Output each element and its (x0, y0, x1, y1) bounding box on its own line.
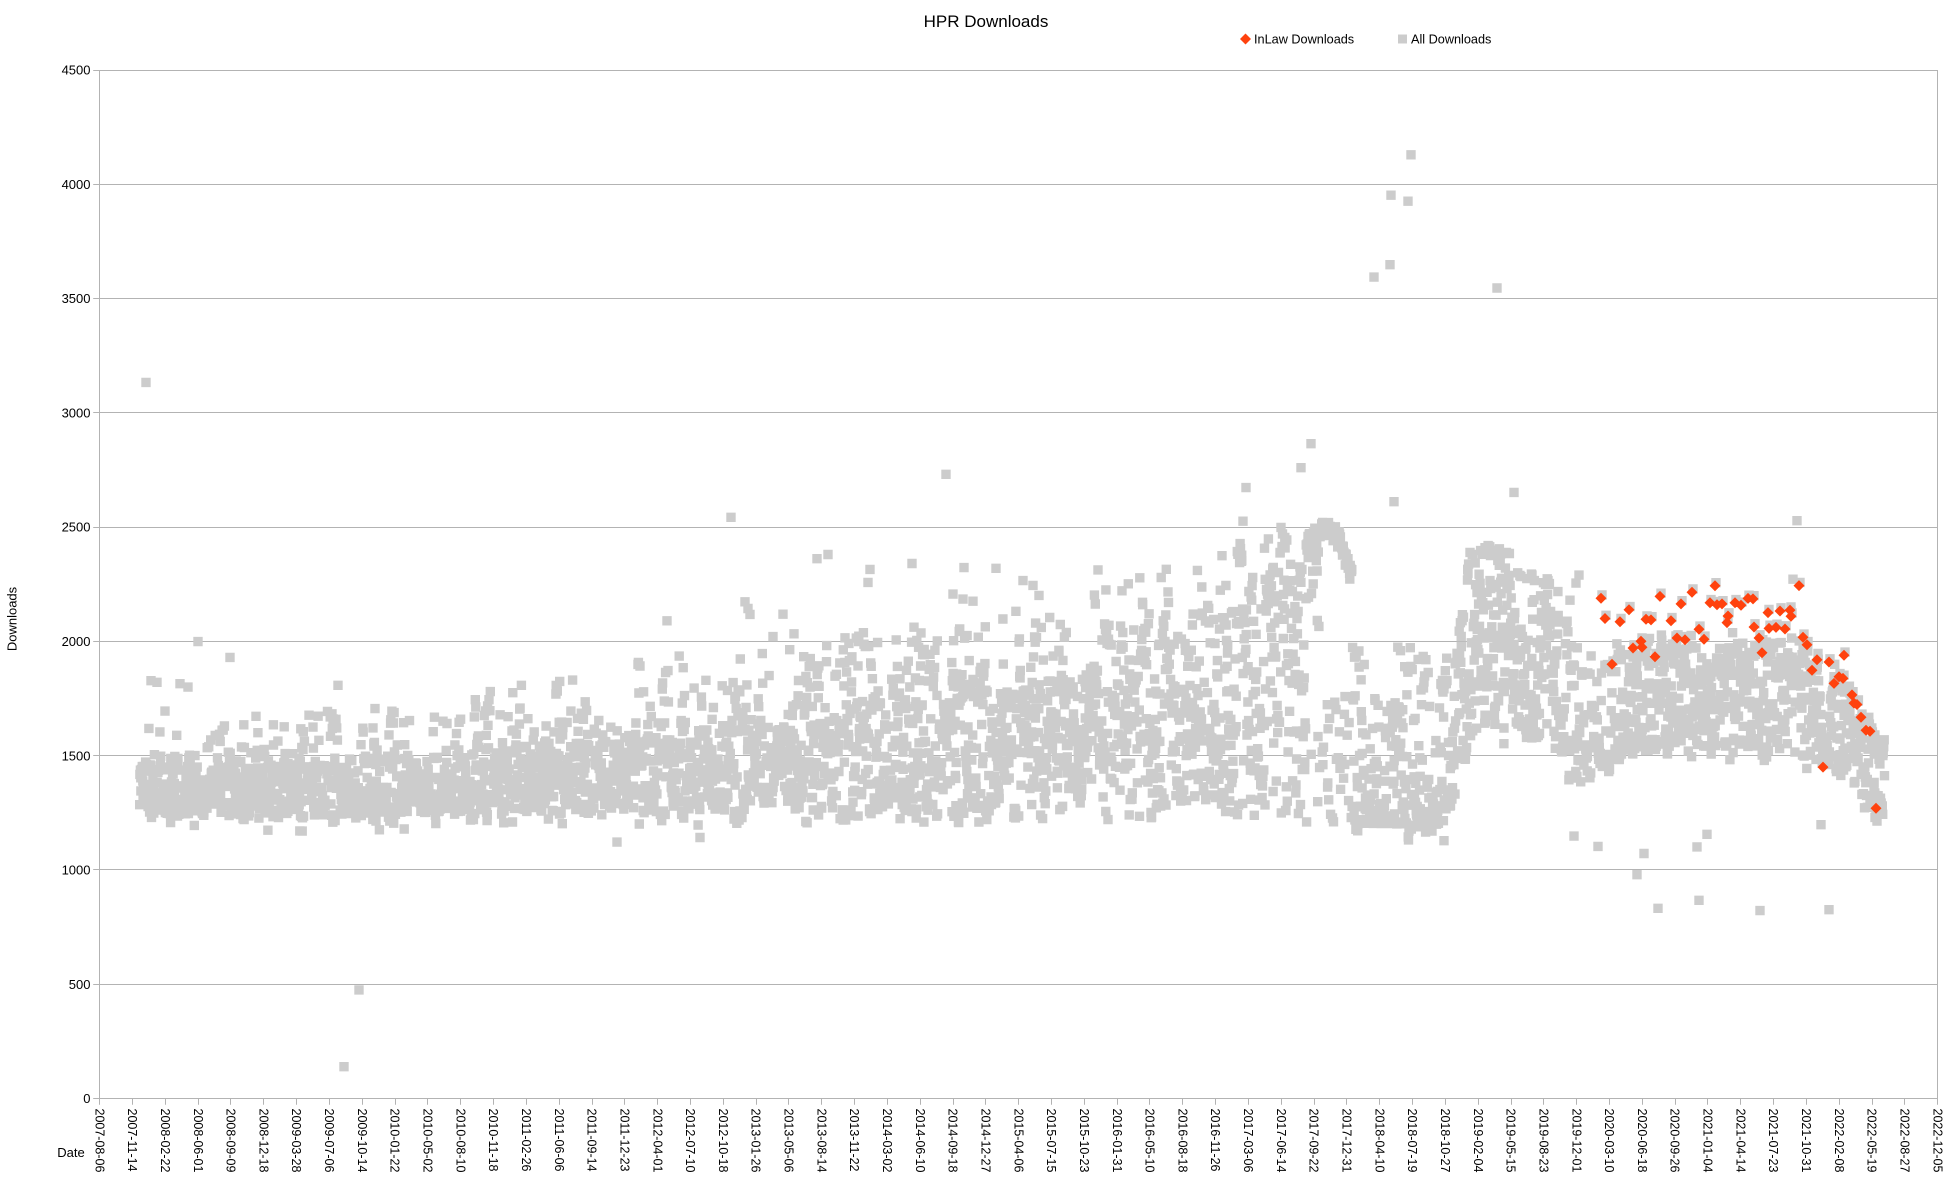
svg-text:2000: 2000 (62, 634, 91, 649)
svg-text:2022-05-19: 2022-05-19 (1865, 1109, 1879, 1173)
svg-text:2010-08-10: 2010-08-10 (453, 1109, 467, 1173)
svg-text:1500: 1500 (62, 748, 91, 763)
svg-text:All Downloads: All Downloads (1411, 33, 1491, 47)
svg-text:2010-01-22: 2010-01-22 (388, 1109, 402, 1173)
svg-text:2021-10-31: 2021-10-31 (1799, 1109, 1813, 1173)
svg-text:Date: Date (57, 1145, 84, 1160)
svg-text:2022-12-05: 2022-12-05 (1930, 1109, 1944, 1173)
svg-text:2020-09-26: 2020-09-26 (1668, 1109, 1682, 1173)
svg-text:2016-08-18: 2016-08-18 (1175, 1109, 1189, 1173)
svg-text:2017-12-31: 2017-12-31 (1340, 1109, 1354, 1173)
svg-text:500: 500 (69, 977, 91, 992)
svg-text:2010-11-18: 2010-11-18 (486, 1109, 500, 1172)
svg-text:2012-04-01: 2012-04-01 (650, 1109, 664, 1173)
svg-text:4500: 4500 (62, 63, 91, 78)
svg-text:2018-04-10: 2018-04-10 (1372, 1109, 1386, 1173)
svg-text:2013-08-14: 2013-08-14 (814, 1109, 828, 1173)
svg-text:2008-02-22: 2008-02-22 (158, 1109, 172, 1173)
svg-text:Downloads: Downloads (5, 586, 20, 651)
svg-text:2011-02-26: 2011-02-26 (519, 1109, 533, 1172)
svg-text:2011-12-23: 2011-12-23 (617, 1109, 631, 1172)
svg-text:2008-12-18: 2008-12-18 (256, 1109, 270, 1173)
svg-text:2019-02-04: 2019-02-04 (1471, 1109, 1485, 1173)
svg-text:2021-04-14: 2021-04-14 (1733, 1109, 1747, 1173)
svg-text:2019-08-23: 2019-08-23 (1536, 1109, 1550, 1173)
svg-text:4000: 4000 (62, 177, 91, 192)
svg-text:2022-08-27: 2022-08-27 (1898, 1109, 1912, 1173)
svg-text:2019-12-01: 2019-12-01 (1569, 1109, 1583, 1173)
svg-text:2014-09-18: 2014-09-18 (946, 1109, 960, 1173)
svg-text:HPR Downloads: HPR Downloads (924, 12, 1049, 31)
svg-text:2019-05-15: 2019-05-15 (1504, 1109, 1518, 1173)
svg-text:2017-06-14: 2017-06-14 (1274, 1109, 1288, 1173)
svg-text:2013-05-06: 2013-05-06 (782, 1109, 796, 1173)
svg-text:2022-02-08: 2022-02-08 (1832, 1109, 1846, 1173)
svg-text:2009-10-14: 2009-10-14 (355, 1109, 369, 1173)
svg-text:2011-09-14: 2011-09-14 (585, 1109, 599, 1172)
svg-text:2010-05-02: 2010-05-02 (421, 1109, 435, 1173)
svg-text:InLaw Downloads: InLaw Downloads (1254, 33, 1354, 47)
svg-text:2013-11-22: 2013-11-22 (847, 1109, 861, 1172)
svg-text:2016-11-26: 2016-11-26 (1208, 1109, 1222, 1172)
svg-text:2017-03-06: 2017-03-06 (1241, 1109, 1255, 1173)
svg-text:2020-03-10: 2020-03-10 (1602, 1109, 1616, 1173)
svg-text:2012-10-18: 2012-10-18 (716, 1109, 730, 1173)
svg-text:0: 0 (83, 1091, 90, 1106)
svg-text:2009-03-28: 2009-03-28 (289, 1109, 303, 1173)
svg-text:3000: 3000 (62, 405, 91, 420)
svg-text:2017-09-22: 2017-09-22 (1307, 1109, 1321, 1173)
svg-text:2013-01-26: 2013-01-26 (749, 1109, 763, 1173)
svg-text:2018-10-27: 2018-10-27 (1438, 1109, 1452, 1173)
svg-text:2015-07-15: 2015-07-15 (1044, 1109, 1058, 1173)
svg-text:2014-12-27: 2014-12-27 (979, 1109, 993, 1173)
svg-text:2012-07-10: 2012-07-10 (683, 1109, 697, 1173)
svg-text:2008-06-01: 2008-06-01 (191, 1109, 205, 1173)
svg-text:2014-06-10: 2014-06-10 (913, 1109, 927, 1173)
svg-text:2007-11-14: 2007-11-14 (125, 1109, 139, 1172)
svg-text:2014-03-02: 2014-03-02 (880, 1109, 894, 1173)
svg-text:2016-01-31: 2016-01-31 (1110, 1109, 1124, 1173)
svg-text:3500: 3500 (62, 291, 91, 306)
svg-text:2018-07-19: 2018-07-19 (1405, 1109, 1419, 1173)
svg-text:2020-06-18: 2020-06-18 (1635, 1109, 1649, 1173)
svg-text:2009-07-06: 2009-07-06 (322, 1109, 336, 1173)
svg-text:2015-04-06: 2015-04-06 (1011, 1109, 1025, 1173)
svg-text:2021-07-23: 2021-07-23 (1766, 1109, 1780, 1173)
svg-text:2011-06-06: 2011-06-06 (552, 1109, 566, 1172)
svg-text:2007-08-06: 2007-08-06 (92, 1109, 106, 1173)
svg-text:2016-05-10: 2016-05-10 (1143, 1109, 1157, 1173)
svg-text:2008-09-09: 2008-09-09 (224, 1109, 238, 1173)
svg-text:2015-10-23: 2015-10-23 (1077, 1109, 1091, 1173)
svg-text:2021-01-04: 2021-01-04 (1701, 1109, 1715, 1173)
svg-text:2500: 2500 (62, 520, 91, 535)
svg-text:1000: 1000 (62, 863, 91, 878)
